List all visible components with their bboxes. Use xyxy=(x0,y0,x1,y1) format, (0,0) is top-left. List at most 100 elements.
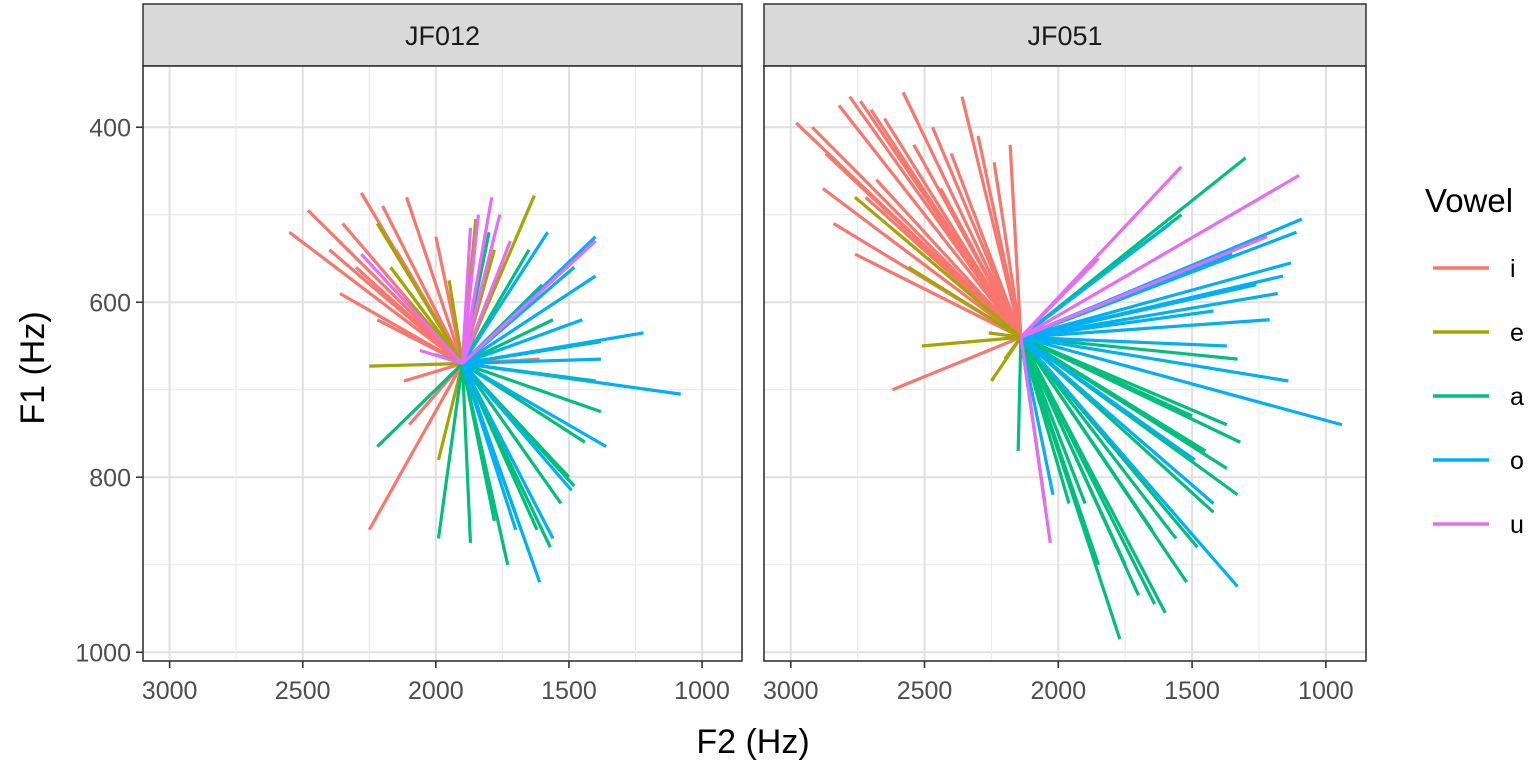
segment-u xyxy=(461,239,597,365)
y-tick-label: 400 xyxy=(89,114,131,142)
y-tick-label: 800 xyxy=(89,464,131,492)
segment-i xyxy=(875,178,1023,339)
segment-o xyxy=(1019,336,1215,505)
segment-i xyxy=(821,187,1022,339)
y-axis-title: F1 (Hz) xyxy=(14,311,52,424)
segment-a xyxy=(1019,336,1178,540)
segment-a xyxy=(1020,335,1207,453)
x-axis: 3000 2500 2000 1500 1000 3000 2500 2000 1500 1000 xyxy=(142,661,1354,705)
segment-i xyxy=(891,335,1022,392)
segment-o xyxy=(462,361,681,396)
segment-i xyxy=(403,361,463,383)
legend-entry-o: o xyxy=(1433,447,1524,475)
facet-panel-JF012: JF012 xyxy=(142,3,743,662)
segment-a xyxy=(436,363,465,539)
segment-u xyxy=(1020,173,1300,339)
segment-i xyxy=(376,318,464,365)
segment-e xyxy=(907,265,1022,339)
segment-i xyxy=(949,152,1023,338)
x-tick-label: 1500 xyxy=(1164,677,1220,705)
segment-a xyxy=(1019,336,1071,504)
segment-i xyxy=(381,205,464,365)
segment-u xyxy=(360,253,464,365)
segment-a xyxy=(461,318,554,365)
facet-panel-JF051: JF051 xyxy=(763,3,1367,662)
segment-a xyxy=(1019,336,1087,505)
strip-background xyxy=(763,3,1367,67)
segment-e xyxy=(853,196,1022,339)
segment-i xyxy=(854,252,1022,339)
segment-o xyxy=(462,331,644,366)
strip-background xyxy=(142,3,743,67)
segment-o xyxy=(462,357,601,366)
legend-entry-u: u xyxy=(1433,511,1524,539)
segment-a xyxy=(461,362,563,505)
segment-o xyxy=(1020,318,1270,339)
segment-o xyxy=(461,318,583,366)
segment-o xyxy=(1019,222,1172,339)
segment-i xyxy=(992,162,1023,338)
segments xyxy=(288,192,681,583)
segment-i xyxy=(976,135,1023,338)
segment-a xyxy=(461,361,602,414)
grid xyxy=(143,66,742,661)
panels-layer: JF012 JF051 xyxy=(142,3,1367,662)
segment-u xyxy=(1020,235,1268,339)
legend-entry-i: i xyxy=(1433,255,1516,283)
segment-e xyxy=(375,222,464,365)
segment-e xyxy=(921,335,1021,348)
segment-o xyxy=(461,231,549,365)
segment-i xyxy=(354,266,464,365)
segment-o xyxy=(1020,261,1292,339)
segment-a xyxy=(460,363,473,543)
segment-o xyxy=(460,363,518,531)
segment-e xyxy=(1003,336,1023,361)
segment-i xyxy=(883,117,1023,339)
segment-u xyxy=(460,214,502,364)
x-tick-label: 3000 xyxy=(763,677,819,705)
strip-label: JF051 xyxy=(1027,21,1102,51)
segment-o xyxy=(1019,336,1239,588)
segment-i xyxy=(367,362,464,531)
segment-i xyxy=(901,91,1023,338)
legend-label: u xyxy=(1510,511,1524,539)
x-tick-label: 1000 xyxy=(1298,677,1354,705)
segment-a xyxy=(376,362,464,448)
legend-title: Vowel xyxy=(1425,182,1513,219)
segment-u xyxy=(1019,337,1052,544)
segment-i xyxy=(837,104,1023,339)
segment-u xyxy=(460,240,512,365)
segment-i xyxy=(811,126,1022,339)
segment-u xyxy=(460,227,473,364)
segment-a xyxy=(1019,336,1154,531)
legend-entry-a: a xyxy=(1433,383,1524,411)
y-axis: 400 600 800 1000 xyxy=(75,114,143,667)
segment-a xyxy=(1020,335,1238,361)
legend-label: o xyxy=(1510,447,1524,475)
legend-label: i xyxy=(1510,255,1516,283)
x-tick-label: 2000 xyxy=(408,677,464,705)
y-tick-label: 600 xyxy=(89,289,131,317)
segment-o xyxy=(461,362,573,492)
legend-label: a xyxy=(1510,383,1524,411)
segment-a xyxy=(1019,336,1157,605)
x-tick-label: 2500 xyxy=(275,677,331,705)
segment-o xyxy=(461,274,597,365)
segment-o xyxy=(461,362,555,540)
y-tick-label: 1000 xyxy=(75,639,131,667)
legend-label: e xyxy=(1510,319,1524,347)
segment-e xyxy=(436,363,465,461)
panel-border xyxy=(142,65,743,662)
legend-entry-e: e xyxy=(1433,319,1524,347)
segment-i xyxy=(939,187,1023,339)
x-tick-label: 1500 xyxy=(541,677,597,705)
x-tick-label: 3000 xyxy=(142,677,198,705)
segment-o xyxy=(461,362,608,449)
segment-o xyxy=(1020,283,1257,339)
x-tick-label: 1000 xyxy=(674,677,730,705)
segment-o xyxy=(1020,309,1214,339)
segments xyxy=(795,91,1343,640)
segment-i xyxy=(288,230,464,365)
segment-e xyxy=(988,331,1022,339)
